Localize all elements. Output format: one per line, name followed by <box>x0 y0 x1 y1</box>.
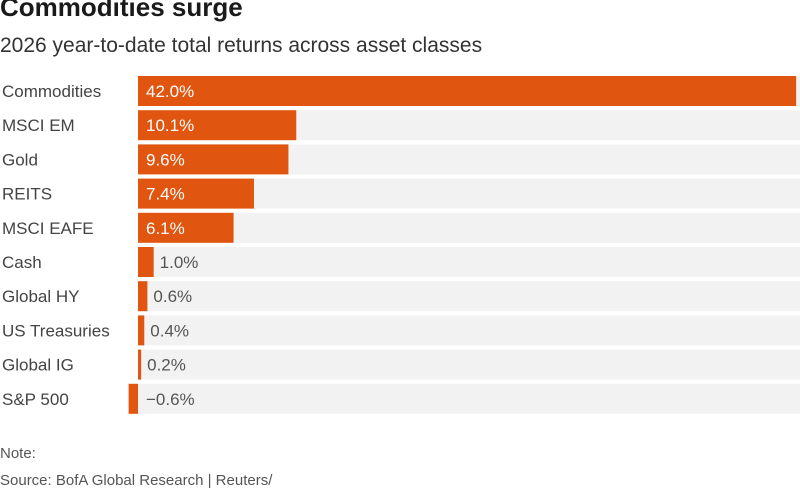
value-label: 0.4% <box>150 321 189 340</box>
row-background <box>138 281 800 312</box>
bar <box>138 212 234 243</box>
category-label: MSCI EM <box>2 116 75 135</box>
value-label: 6.1% <box>146 219 185 238</box>
chart-title: Commodities surge <box>0 0 243 22</box>
bar <box>138 315 145 346</box>
category-label: S&P 500 <box>2 390 69 409</box>
row-background <box>138 349 800 380</box>
value-label: 0.2% <box>147 356 186 375</box>
value-label: 42.0% <box>146 82 194 101</box>
value-label: −0.6% <box>146 390 195 409</box>
bar <box>138 178 254 209</box>
bar <box>138 144 289 175</box>
bar <box>138 281 148 312</box>
bar <box>128 383 138 414</box>
bar <box>138 110 297 141</box>
value-label: 9.6% <box>146 150 185 169</box>
bar <box>138 76 797 106</box>
bar <box>138 349 142 380</box>
bar <box>138 247 154 277</box>
row-background <box>138 212 800 243</box>
bar-chart: Commodities 42.0% MSCI EM 10.1% Gold 9.6% REIT… <box>2 76 800 414</box>
value-label: 7.4% <box>146 185 185 204</box>
category-label: Global IG <box>2 356 74 375</box>
category-label: MSCI EAFE <box>2 219 94 238</box>
category-label: Commodities <box>2 82 101 101</box>
category-label: US Treasuries <box>2 321 110 340</box>
value-label: 10.1% <box>146 116 194 135</box>
row-background <box>138 383 800 414</box>
value-label: 1.0% <box>160 253 199 272</box>
chart-note: Note: <box>0 445 36 462</box>
value-label: 0.6% <box>153 287 192 306</box>
category-label: Cash <box>2 253 42 272</box>
category-label: Global HY <box>2 287 79 306</box>
chart-source: Source: BofA Global Research | Reuters/ <box>0 472 273 489</box>
row-background <box>138 247 800 277</box>
category-label: Gold <box>2 150 38 169</box>
category-label: REITS <box>2 185 52 204</box>
chart-subtitle: 2026 year-to-date total returns across a… <box>0 34 483 57</box>
row-background <box>138 315 800 346</box>
